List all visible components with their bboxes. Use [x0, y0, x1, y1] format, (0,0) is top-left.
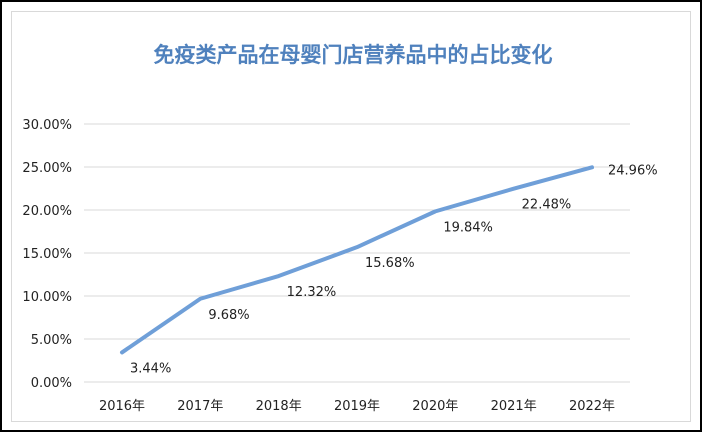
chart-title: 免疫类产品在母婴门店营养品中的占比变化 [154, 43, 553, 67]
y-tick-label: 20.00% [22, 204, 72, 219]
series-line-path [120, 165, 594, 355]
x-tick-label: 2021年 [491, 399, 537, 414]
y-tick-label: 10.00% [22, 290, 72, 305]
gridlines [84, 123, 630, 383]
data-label: 22.48% [522, 198, 572, 213]
x-tick-label: 2016年 [99, 399, 145, 414]
y-tick-label: 15.00% [22, 247, 72, 262]
y-tick-label: 5.00% [31, 333, 72, 348]
y-tick-label: 25.00% [22, 161, 72, 176]
chart-area [11, 11, 691, 422]
data-label: 24.96% [608, 163, 658, 178]
data-label: 15.68% [365, 256, 415, 271]
data-labels: 3.44% 9.68% 12.32% 15.68% 19.84% 22.48% 24.96% [130, 163, 658, 376]
x-tick-label: 2022年 [569, 399, 615, 414]
data-label: 3.44% [130, 361, 171, 376]
data-label: 9.68% [208, 308, 249, 323]
y-tick-label: 30.00% [22, 118, 72, 133]
series-line [120, 165, 594, 355]
x-tick-label: 2020年 [412, 399, 458, 414]
data-label: 19.84% [443, 220, 493, 235]
x-tick-label: 2019年 [334, 399, 380, 414]
data-label: 12.32% [287, 285, 337, 300]
y-axis-ticks: 0.00% 5.00% 10.00% 15.00% 20.00% 25.00% 30.00% [22, 118, 72, 391]
x-tick-label: 2017年 [177, 399, 223, 414]
x-axis-ticks: 2016年 2017年 2018年 2019年 2020年 2021年 2022年 [99, 399, 615, 414]
x-tick-label: 2018年 [256, 399, 302, 414]
y-tick-label: 0.00% [31, 376, 72, 391]
